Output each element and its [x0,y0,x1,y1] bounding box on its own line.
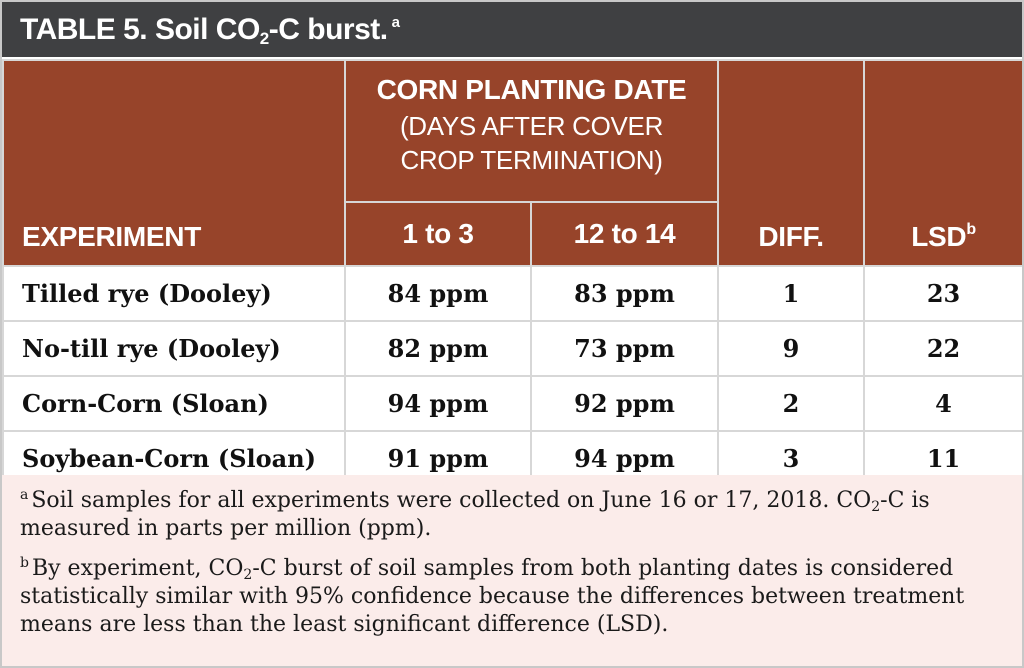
cell-lsd: 4 [863,375,1022,432]
footnote-a-mark: a [20,487,29,503]
header-corn-planting-date: CORN PLANTING DATE (DAYS AFTER COVER CRO… [343,59,720,203]
header-group-subtitle-2: CROP TERMINATION) [400,145,663,175]
title-prefix: TABLE 5. Soil CO [20,13,260,46]
header-diff: DIFF. [717,59,866,267]
title-footnote-mark: a [391,14,400,31]
cell-diff: 2 [717,375,866,432]
cell-experiment: Tilled rye (Dooley) [2,265,346,322]
table-title: TABLE 5. Soil CO2-C burst. a [2,2,1022,57]
footnote-a-subscript: 2 [871,499,881,515]
footnote-b-mark: b [20,555,29,571]
header-row-1: EXPERIMENT CORN PLANTING DATE (DAYS AFTE… [2,59,1022,267]
header-row-2: 1 to 3 12 to 14 [3,201,1022,267]
footnote-b-subscript: 2 [243,567,253,583]
header-group-title: CORN PLANTING DATE [376,74,687,105]
footnote-b-text-2: -C burst of soil samples from both plant… [20,556,965,637]
title-suffix: -C burst. [268,13,388,46]
footnotes: a Soil samples for all experiments were c… [2,475,1022,666]
cell-12-to-14: 83 ppm [529,265,720,322]
cell-diff: 9 [717,320,866,377]
header-lsd-label: LSD [911,221,967,252]
header-experiment: EXPERIMENT [2,59,346,267]
data-table: EXPERIMENT CORN PLANTING DATE (DAYS AFTE… [2,59,1022,487]
cell-experiment: Corn-Corn (Sloan) [2,375,346,432]
header-col-1-to-3: 1 to 3 [344,201,532,267]
footnote-a-text-2: -C is measured in parts per million (ppm… [20,488,930,541]
table-row: No-till rye (Dooley) 82 ppm 73 ppm 9 22 [2,320,1022,377]
title-subscript: 2 [259,29,269,48]
cell-12-to-14: 73 ppm [529,320,720,377]
table-row: Corn-Corn (Sloan) 94 ppm 92 ppm 2 4 [2,375,1022,432]
table-row: Tilled rye (Dooley) 84 ppm 83 ppm 1 23 [2,265,1022,322]
cell-experiment: No-till rye (Dooley) [2,320,346,377]
footnote-a-text-1: Soil samples for all experiments were co… [31,488,872,513]
cell-1-to-3: 84 ppm [344,265,532,322]
footnote-a: a Soil samples for all experiments were c… [20,487,1004,543]
cell-12-to-14: 92 ppm [529,375,720,432]
footnote-b-text-1: By experiment, CO [31,556,244,581]
header-lsd-mark: b [966,221,976,238]
header-lsd: LSDb [863,59,1022,267]
header-col-12-to-14: 12 to 14 [529,201,720,267]
cell-1-to-3: 82 ppm [344,320,532,377]
cell-lsd: 22 [863,320,1022,377]
cell-lsd: 23 [863,265,1022,322]
footnote-b: b By experiment, CO2-C burst of soil samp… [20,555,1004,639]
cell-1-to-3: 94 ppm [344,375,532,432]
cell-diff: 1 [717,265,866,322]
header-group-subtitle-1: (DAYS AFTER COVER [399,111,664,141]
